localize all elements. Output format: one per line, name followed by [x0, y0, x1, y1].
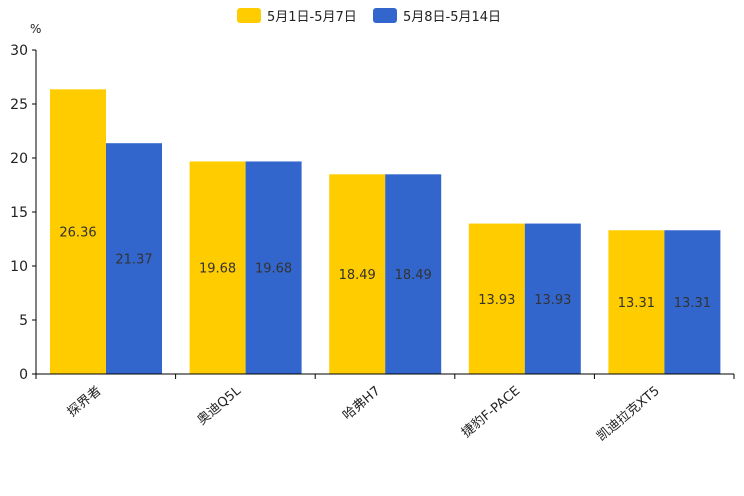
y-tick-label: 5: [19, 313, 28, 329]
legend-label: 5月8日-5月14日: [403, 10, 501, 25]
bar-week2: [245, 161, 302, 374]
legend-label: 5月1日-5月7日: [267, 10, 357, 25]
legend-swatch: [373, 8, 397, 23]
x-category-label: 奥迪Q5L: [195, 383, 245, 428]
bar-series-group: 26.36 21.37 19.68 19.68 18.49 18.49 13.93 13.93…: [50, 89, 721, 374]
y-axis: 0 5 10 15 20 25 30: [10, 43, 37, 383]
data-label: 13.31: [618, 296, 655, 311]
x-category-label: 捷豹F-PACE: [459, 384, 523, 441]
y-tick-label: 15: [10, 205, 28, 221]
x-axis: 探界者 奥迪Q5L 哈弗H7 捷豹F-PACE 凯迪拉克XT5: [35, 373, 735, 445]
bar-week2: [106, 143, 162, 374]
data-label: 18.49: [395, 268, 432, 283]
bar-week1: [329, 174, 386, 374]
x-category-label: 探界者: [65, 384, 105, 421]
data-label: 13.93: [478, 293, 515, 308]
y-tick-label: 10: [10, 259, 28, 275]
y-axis-unit-label: %: [30, 22, 41, 36]
bar-week1: [189, 161, 246, 374]
data-label: 13.93: [534, 293, 571, 308]
bar-week1: [468, 223, 525, 374]
y-tick-label: 30: [10, 43, 28, 59]
legend-swatch: [237, 8, 261, 23]
x-category-label: 哈弗H7: [340, 384, 383, 424]
data-label: 18.49: [339, 268, 376, 283]
data-label: 21.37: [115, 253, 152, 268]
bar-week2: [385, 174, 442, 374]
data-label: 19.68: [199, 262, 236, 277]
y-tick-label: 0: [19, 367, 28, 383]
x-category-label: 凯迪拉克XT5: [594, 384, 663, 445]
data-label: 13.31: [674, 296, 711, 311]
bar-week2: [664, 230, 721, 374]
legend: 5月1日-5月7日 5月8日-5月14日: [237, 8, 501, 25]
bar-week1: [608, 230, 665, 374]
bar-week1: [50, 89, 106, 374]
data-label: 19.68: [255, 262, 292, 277]
data-label: 26.36: [59, 226, 96, 241]
bar-week2: [524, 223, 581, 374]
y-tick-label: 20: [10, 151, 28, 167]
y-tick-label: 25: [10, 97, 28, 113]
